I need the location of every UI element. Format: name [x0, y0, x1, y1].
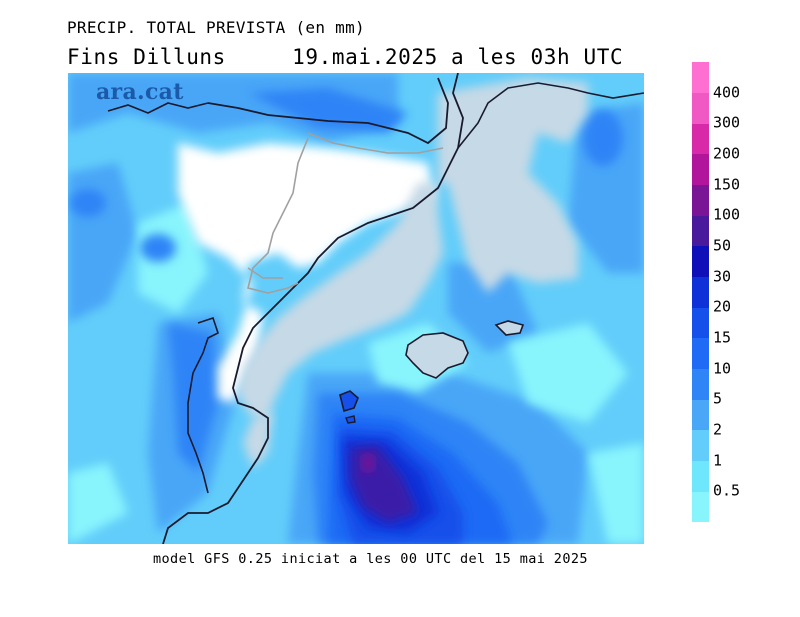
coastline-provence [457, 82, 644, 149]
coastline-iberia [162, 73, 464, 544]
legend-swatch [692, 338, 709, 370]
coastline-southeast [187, 316, 219, 494]
legend-label: 100 [713, 205, 741, 224]
legend-label: 5 [713, 389, 723, 408]
legend-swatch [692, 246, 709, 278]
island-menorca [494, 320, 525, 336]
legend-swatch [692, 368, 709, 400]
legend-swatch [692, 123, 709, 155]
legend-label: 30 [713, 267, 732, 286]
legend-swatch [692, 430, 709, 462]
border-catalonia-aragon [247, 137, 309, 294]
dry-sea-strip [243, 413, 273, 468]
precipitation-map: ara.cat [68, 73, 644, 544]
valid-time-subtitle: Fins Dilluns 19.mai.2025 a les 03h UTC [67, 45, 624, 69]
legend-swatch [692, 154, 709, 186]
coastline-france [207, 77, 449, 145]
legend-label: 15 [713, 328, 732, 347]
border-spain-france [307, 132, 444, 154]
legend-label: 150 [713, 175, 741, 194]
coastline-biscay [107, 102, 209, 114]
legend-label: 20 [713, 297, 732, 316]
map-title: PRECIP. TOTAL PREVISTA (en mm) [67, 18, 365, 37]
legend-swatch [692, 62, 709, 94]
island-formentera [345, 415, 356, 424]
legend-label: 2 [713, 420, 723, 439]
dry-sea-area [238, 78, 588, 423]
precip-color-scale [692, 62, 709, 523]
legend-swatch [692, 491, 709, 523]
legend-swatch [692, 460, 709, 492]
legend-swatch [692, 307, 709, 339]
ara-cat-logo: ara.cat [96, 79, 184, 105]
legend-label: 1 [713, 451, 723, 470]
dry-land-area [178, 143, 433, 403]
legend-label: 400 [713, 83, 741, 102]
precip-max-core [362, 453, 374, 473]
border-valencia [247, 267, 283, 279]
legend-swatch [692, 276, 709, 308]
island-mallorca [405, 332, 469, 379]
legend-swatch [692, 184, 709, 216]
legend-label: 50 [713, 236, 732, 255]
legend-label: 200 [713, 144, 741, 163]
legend-label: 300 [713, 113, 741, 132]
model-run-footer: model GFS 0.25 iniciat a les 00 UTC del … [153, 551, 588, 567]
legend-swatch [692, 215, 709, 247]
legend-swatch [692, 92, 709, 124]
island-ibiza [339, 390, 359, 413]
legend-swatch [692, 399, 709, 431]
legend-label: 10 [713, 359, 732, 378]
legend-label: 0.5 [713, 481, 741, 500]
